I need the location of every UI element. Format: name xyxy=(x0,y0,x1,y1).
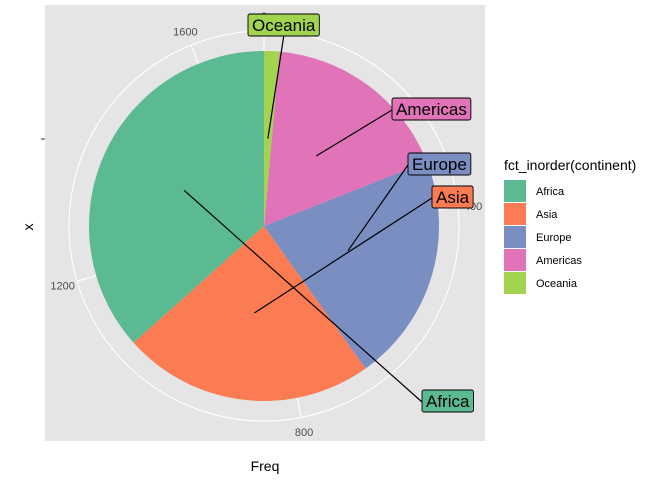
legend-items: Africa Asia Europe Americas Oceania xyxy=(504,180,582,294)
legend: fct_inorder(continent) AfricaAsiaEuropeA… xyxy=(504,157,636,294)
callout-text: Oceania xyxy=(252,16,316,35)
pie-slice-africa xyxy=(89,51,264,343)
callout-line xyxy=(347,164,409,252)
callout-line xyxy=(254,197,433,314)
callout-line xyxy=(267,27,286,139)
legend-key-asia xyxy=(504,203,526,225)
legend-key-americas xyxy=(504,249,526,271)
radial-gridline xyxy=(190,44,200,64)
legend-key-europe xyxy=(504,226,526,248)
callout-box xyxy=(431,185,474,209)
callout-text: Europe xyxy=(412,155,467,174)
radial-tick-label: 1600 xyxy=(173,26,197,38)
callout-text: Americas xyxy=(396,100,467,119)
legend-label-europe: Europe xyxy=(536,232,571,244)
radial-tick-label: 800 xyxy=(295,427,313,439)
radial-gridline xyxy=(296,397,302,418)
pie-slice-europe xyxy=(264,161,439,369)
callout-labels: Africa Asia Europe Americas Oceania xyxy=(247,13,474,413)
callout-box xyxy=(421,389,474,413)
callout-text: Asia xyxy=(436,188,470,207)
pie-slice-asia xyxy=(133,226,366,401)
callout-label-africa: Africa xyxy=(421,389,474,413)
callout-label-asia: Asia xyxy=(431,185,474,209)
x-axis-title: Freq xyxy=(251,458,280,474)
callout-line xyxy=(183,189,423,403)
callout-text: Africa xyxy=(426,392,470,411)
slice-callouts: Africa Asia Europe Americas Oceania xyxy=(183,13,474,413)
radial-gridline xyxy=(76,275,97,282)
legend-key-africa xyxy=(504,180,526,202)
callout-box xyxy=(247,13,320,37)
pie-slice-oceania xyxy=(264,51,280,226)
legend-label-oceania: Oceania xyxy=(536,278,578,290)
callout-lines xyxy=(183,27,433,403)
y-axis-title: x xyxy=(20,224,36,231)
callout-box xyxy=(407,152,472,176)
callout-label-oceania: Oceania xyxy=(247,13,320,37)
callout-box xyxy=(391,97,472,121)
legend-label-asia: Asia xyxy=(536,209,558,221)
callout-label-americas: Americas xyxy=(391,97,472,121)
legend-label-africa: Africa xyxy=(536,186,565,198)
pie-slices xyxy=(89,51,439,401)
callout-label-europe: Europe xyxy=(407,152,472,176)
callout-line xyxy=(316,109,393,157)
radial-tick-label: 1200 xyxy=(50,281,74,293)
legend-key-oceania xyxy=(504,272,526,294)
legend-title: fct_inorder(continent) xyxy=(504,157,636,173)
legend-label-americas: Americas xyxy=(536,255,582,267)
